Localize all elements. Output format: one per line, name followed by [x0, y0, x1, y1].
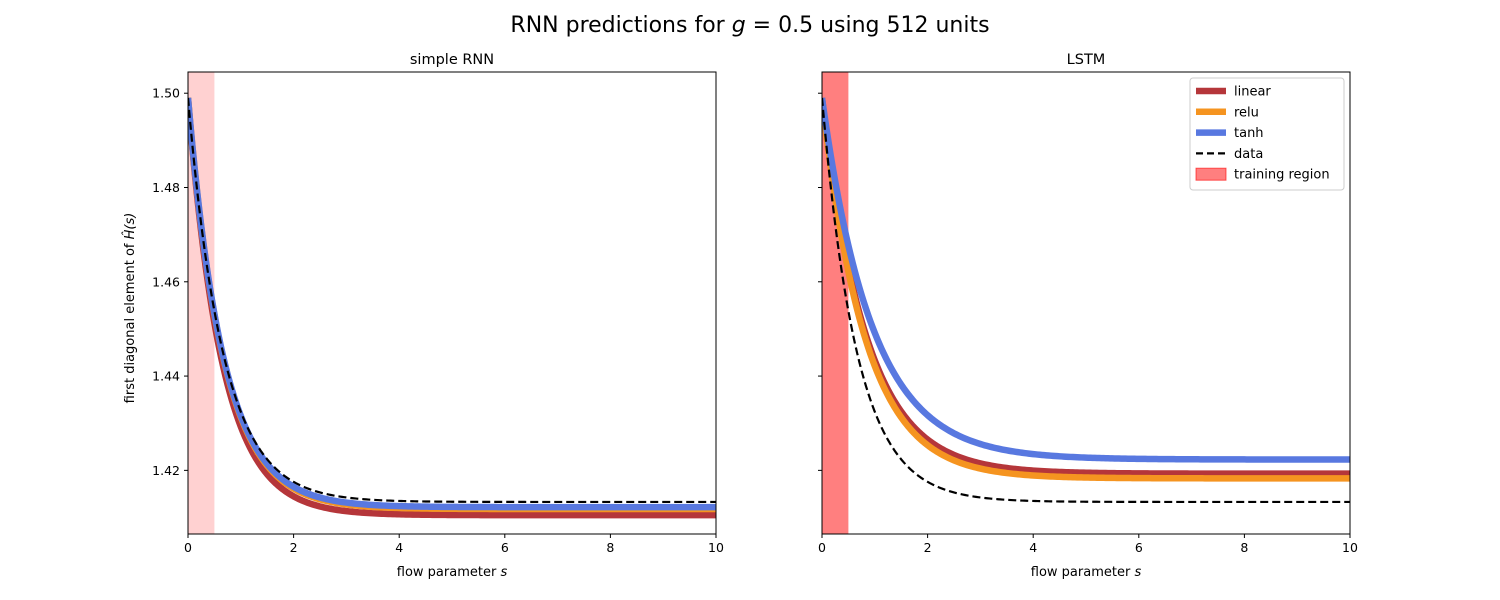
figure-title-value: = 0.5 [746, 13, 813, 38]
y-tick-label: 1.44 [152, 369, 180, 384]
legend-tanh-label: tanh [1234, 126, 1264, 141]
figure-title-var: g [732, 13, 746, 38]
simple-rnn-panel: 0 2 4 6 8 10 1.42 1.44 1.46 1.48 1.50 simple RNN flo… [122, 52, 724, 580]
x-axis-label: flow parameter s [1031, 565, 1142, 580]
x-axis-label-var: s [1134, 565, 1141, 580]
figure-title-prefix: RNN predictions for [510, 13, 731, 38]
legend-data-label: data [1234, 147, 1263, 162]
x-axis-label-text: flow parameter [1031, 565, 1135, 580]
data-series-line [822, 97, 1350, 504]
x-axis-label-text: flow parameter [397, 565, 501, 580]
panel-title: simple RNN [410, 52, 494, 68]
x-axis-label-var: s [500, 565, 507, 580]
y-axis-label-text: first diagonal element of [123, 239, 138, 403]
x-tick-label: 2 [924, 540, 932, 555]
plot-frame [821, 71, 1351, 535]
data-series-line [188, 97, 716, 504]
tanh-series-line [822, 97, 1350, 463]
x-tick-label: 4 [395, 540, 403, 555]
tanh-series-line [188, 97, 716, 511]
y-tick-label: 1.46 [152, 274, 180, 289]
lstm-panel: 0 2 4 6 8 10 LSTM flow parameter s linear relu tan… [818, 52, 1358, 580]
y-axis-label: first diagonal element of Ĥ(s) [122, 213, 138, 404]
plot-lines [188, 97, 716, 519]
x-axis-label: flow parameter s [397, 565, 508, 580]
x-tick-label: 0 [184, 540, 192, 555]
x-tick-label: 6 [501, 540, 509, 555]
x-tick-label: 8 [606, 540, 614, 555]
y-tick-label: 1.48 [152, 180, 180, 195]
panel-title: LSTM [1067, 52, 1106, 68]
legend-training-region-swatch [1195, 167, 1227, 181]
x-tick-label: 10 [1342, 540, 1358, 555]
legend-linear-label: linear [1234, 85, 1271, 100]
linear-series-line [822, 97, 1350, 477]
x-tick-label: 6 [1135, 540, 1143, 555]
relu-series-line [188, 97, 716, 513]
legend: linear relu tanh data training region [1189, 77, 1345, 191]
figure-title: RNN predictions for g = 0.5 using 512 un… [510, 13, 989, 38]
legend-training_region-label: training region [1234, 168, 1330, 183]
x-tick-label: 0 [818, 540, 826, 555]
x-tick-label: 10 [708, 540, 724, 555]
plot-frame [187, 71, 717, 535]
y-tick-label: 1.50 [152, 86, 180, 101]
linear-series-line [188, 97, 716, 519]
x-tick-label: 8 [1240, 540, 1248, 555]
legend-box [1189, 77, 1345, 191]
figure-title-suffix: using 512 units [813, 13, 989, 38]
x-tick-label: 2 [290, 540, 298, 555]
relu-series-line [822, 97, 1350, 482]
plot-lines [822, 97, 1350, 504]
y-axis-label-math: Ĥ(s) [122, 213, 138, 240]
x-tick-label: 4 [1029, 540, 1037, 555]
legend-relu-label: relu [1234, 105, 1259, 120]
y-tick-label: 1.42 [152, 463, 180, 478]
